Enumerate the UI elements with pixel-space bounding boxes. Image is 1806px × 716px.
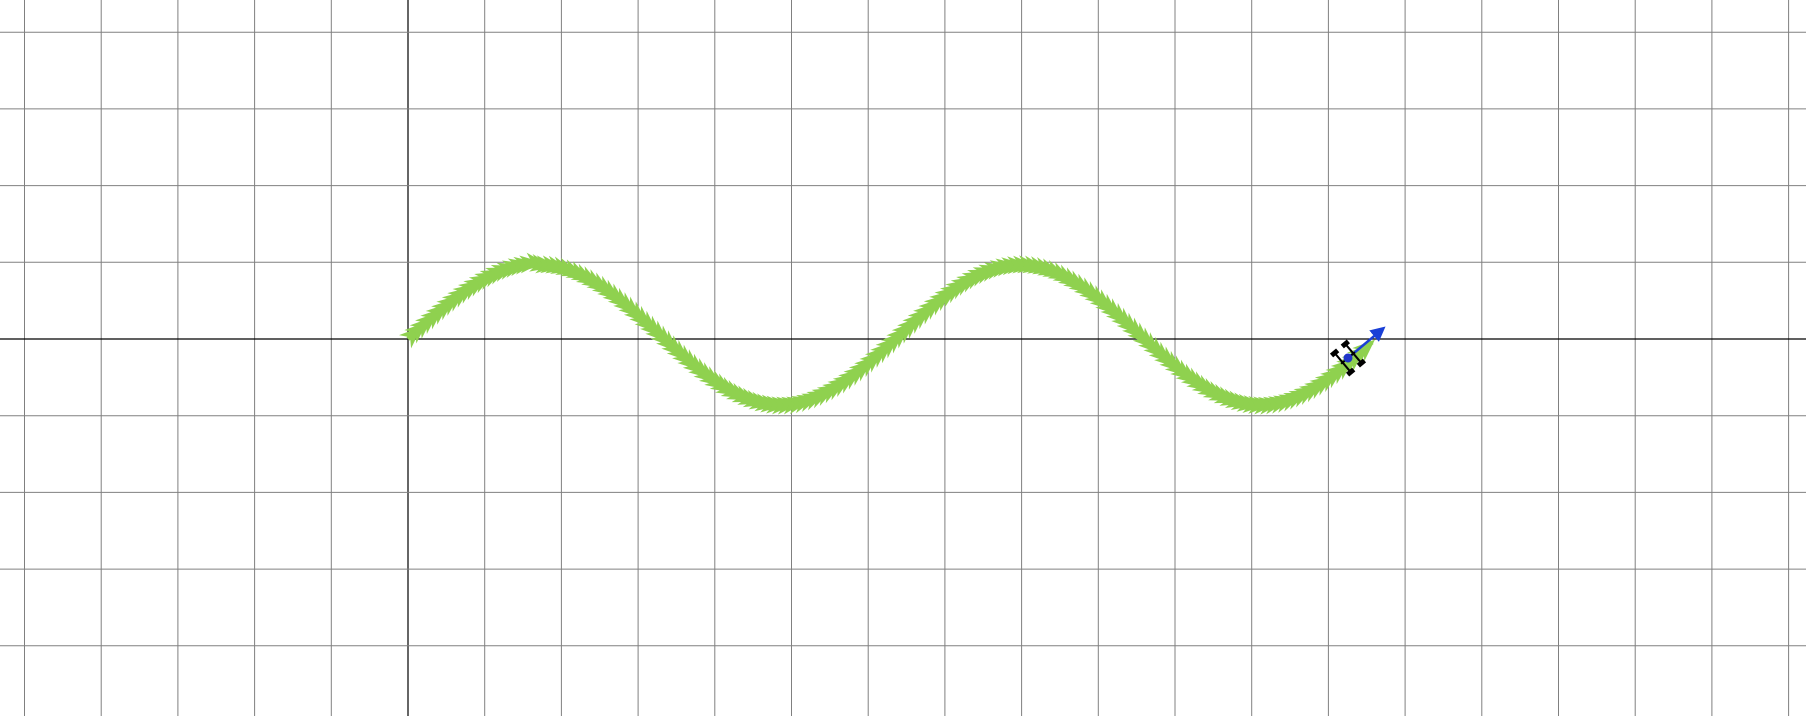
robot-center — [1343, 353, 1353, 363]
wheel-front-left — [1340, 339, 1350, 349]
reference-trajectory — [399, 252, 1375, 415]
wheel-rear-right — [1346, 367, 1356, 377]
wheel-front-right — [1356, 358, 1367, 368]
wheel-rear-left — [1329, 348, 1340, 358]
robot-vehicle-icon[interactable] — [1329, 317, 1393, 377]
